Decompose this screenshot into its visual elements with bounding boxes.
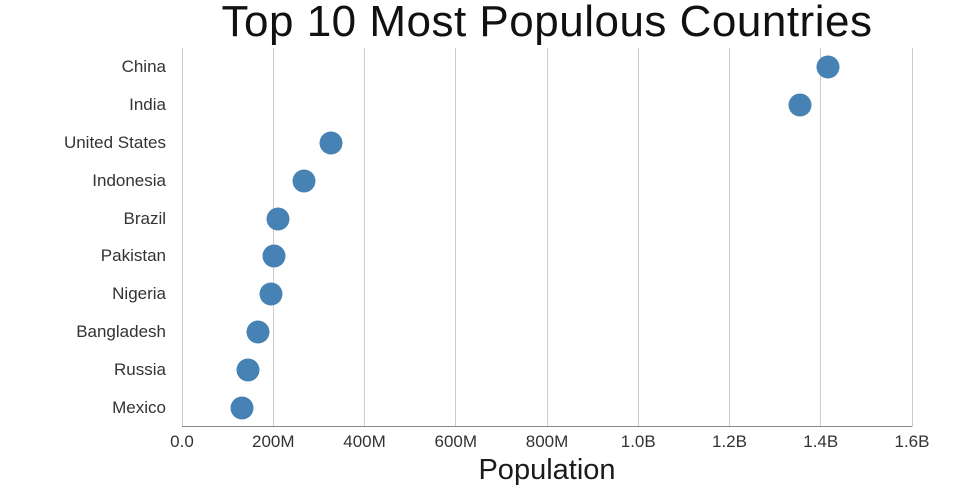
y-tick-label: Russia xyxy=(114,360,166,380)
data-point-nigeria xyxy=(259,282,283,306)
gridline xyxy=(729,48,730,427)
gridline xyxy=(272,48,274,427)
x-tick-label: 200M xyxy=(251,432,295,451)
y-tick-label: Indonesia xyxy=(92,170,166,190)
gridline xyxy=(181,48,183,427)
y-tick-label: Bangladesh xyxy=(76,322,166,342)
y-tick-label: India xyxy=(129,94,166,114)
y-tick-label: Mexico xyxy=(112,398,166,418)
x-tick-label: 1.0B xyxy=(620,432,656,451)
data-point-india xyxy=(788,93,812,117)
gridline xyxy=(637,48,639,427)
data-point-united-states xyxy=(319,131,343,155)
y-axis-labels: China India United States Indonesia Brazil Pa… xyxy=(0,0,174,500)
y-tick-label: United States xyxy=(63,132,166,152)
data-point-pakistan xyxy=(262,244,286,268)
y-tick-label: Nigeria xyxy=(112,284,166,304)
y-tick-label: Brazil xyxy=(123,208,166,228)
x-tick-label: 800M xyxy=(525,432,569,451)
x-axis-title: Population xyxy=(478,454,616,486)
x-axis-line xyxy=(182,426,912,427)
gridline xyxy=(911,48,913,427)
gridline xyxy=(546,48,548,427)
plot-area xyxy=(181,48,913,427)
chart-title: Top 10 Most Populous Countries xyxy=(221,0,873,46)
gridline xyxy=(455,48,457,427)
data-point-indonesia xyxy=(292,169,316,193)
data-point-russia xyxy=(236,358,260,382)
data-point-china xyxy=(816,55,840,79)
data-point-brazil xyxy=(266,207,290,231)
y-tick-label: China xyxy=(121,56,166,76)
x-tick-label: 1.2B xyxy=(712,432,747,451)
x-tick-label: 1.4B xyxy=(803,432,839,451)
y-tick-label: Pakistan xyxy=(100,246,166,266)
x-tick-label: 400M xyxy=(343,432,386,451)
data-point-bangladesh xyxy=(246,320,270,344)
gridline xyxy=(364,48,365,427)
data-point-mexico xyxy=(230,396,254,420)
x-tick-label: 1.6B xyxy=(894,432,930,451)
x-tick-label: 600M xyxy=(434,432,478,451)
gridline xyxy=(820,48,822,427)
